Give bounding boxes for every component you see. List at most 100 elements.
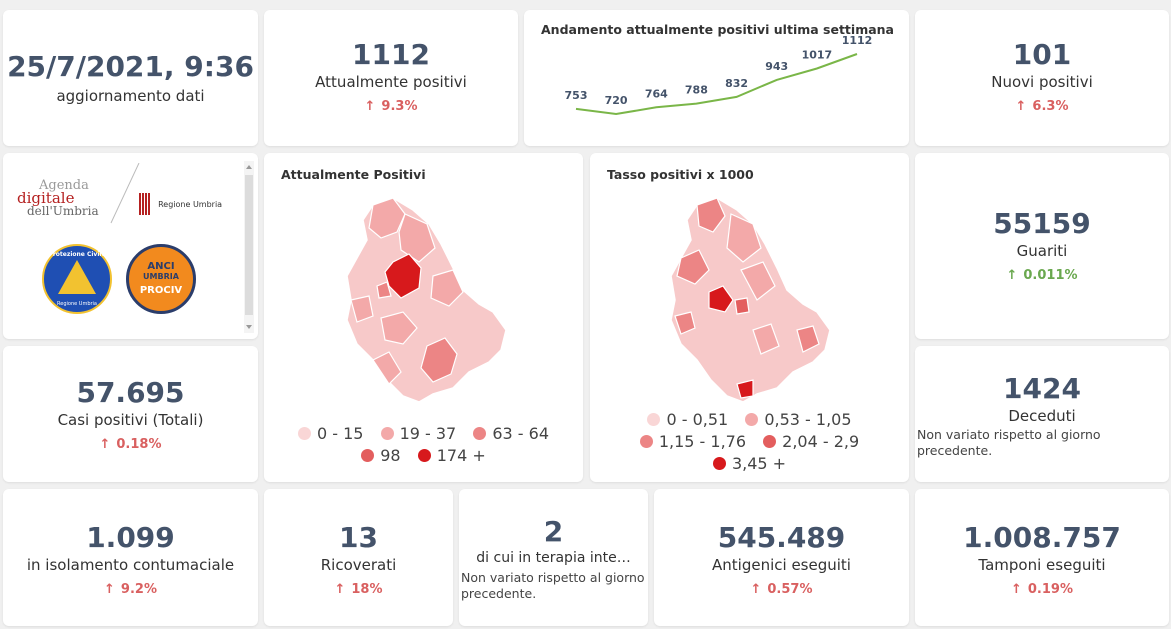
map-legend: 0 - 15 19 - 37 63 - 64 98 174 + <box>264 423 583 467</box>
terapia-intensiva-card: 2 di cui in terapia inte… Non variato ri… <box>459 489 648 626</box>
kpi-trend-value: 0.18% <box>116 437 162 452</box>
kpi-trend: ↑ 0.57% <box>654 582 909 597</box>
isolamento-card: 1.099 in isolamento contumaciale ↑ 9.2% <box>3 489 258 626</box>
kpi-label: Antigenici eseguiti <box>712 556 851 574</box>
map-title: Tasso positivi x 1000 <box>607 167 754 182</box>
week-chart: 753 720 764 788 832 943 1017 1112 <box>565 34 873 116</box>
legend-dot <box>417 449 431 462</box>
legend-item[interactable]: 63 - 64 <box>473 423 549 445</box>
map-attualmente-positivi-card: Attualmente Positivi 0 - 15 19 - 37 63 -… <box>264 153 583 482</box>
week-line <box>575 53 858 116</box>
arrow-up-icon: ↑ <box>750 582 762 597</box>
arrow-up-icon: ↑ <box>99 437 111 452</box>
kpi-trend-value: 0.011% <box>1023 268 1078 283</box>
kpi-value: 57.695 <box>76 376 185 409</box>
kpi-value: 1112 <box>352 38 430 71</box>
kpi-label: Nuovi positivi <box>991 73 1093 91</box>
week-point-label: 1112 <box>842 34 873 47</box>
umbria-map-positivi[interactable] <box>264 189 583 439</box>
kpi-value: 1.008.757 <box>963 521 1121 554</box>
kpi-trend-value: 0.19% <box>1027 582 1073 597</box>
kpi-note: Non variato rispetto al giorno precedent… <box>917 427 1101 458</box>
tamponi-card: 1.008.757 Tamponi eseguiti ↑ 0.19% <box>915 489 1169 626</box>
kpi-trend-value: 9.3% <box>381 99 418 114</box>
kpi-label: di cui in terapia inte… <box>476 550 631 566</box>
map-legend: 0 - 0,51 0,53 - 1,05 1,15 - 1,76 2,04 - … <box>590 409 909 475</box>
deceduti-card: 1424 Deceduti Non variato rispetto al gi… <box>915 346 1169 482</box>
legend-dot <box>473 427 487 440</box>
kpi-label: Guariti <box>1016 242 1068 260</box>
antigenici-card: 545.489 Antigenici eseguiti ↑ 0.57% <box>654 489 909 626</box>
legend-dot <box>712 457 726 470</box>
kpi-trend: ↑ 18% <box>264 582 453 597</box>
scroll-down-icon[interactable] <box>246 325 252 329</box>
legend-item[interactable]: 2,04 - 2,9 <box>763 431 859 453</box>
legend-dot <box>745 413 759 426</box>
legend-item[interactable]: 0,53 - 1,05 <box>745 409 852 431</box>
update-label: aggiornamento dati <box>56 87 205 105</box>
arrow-up-icon: ↑ <box>1015 99 1027 114</box>
legend-dot <box>647 413 661 426</box>
logos-scrollbar[interactable] <box>244 161 254 333</box>
legend-dot <box>380 427 394 440</box>
kpi-label: Tamponi eseguiti <box>978 556 1106 574</box>
map-tasso-positivi-card: Tasso positivi x 1000 0 - 0,51 0,53 - 1,… <box>590 153 909 482</box>
week-chart-title: Andamento attualmente positivi ultima se… <box>541 22 894 37</box>
update-datetime: 25/7/2021, 9:36 <box>7 50 254 83</box>
week-point-label: 753 <box>565 89 588 102</box>
week-point-label: 832 <box>725 77 748 90</box>
guariti-card: 55159 Guariti ↑ 0.011% <box>915 153 1169 339</box>
agenda-digitale-logo: Agenda digitale dell'Umbria <box>17 178 99 218</box>
kpi-note: Non variato rispetto al giorno precedent… <box>461 570 645 601</box>
legend-dot <box>297 427 311 440</box>
kpi-trend: ↑ 0.011% <box>915 268 1169 283</box>
kpi-label: Casi positivi (Totali) <box>57 411 204 429</box>
protezione-triangle-icon <box>58 260 96 294</box>
legend-item[interactable]: 98 <box>361 445 401 467</box>
week-point-labels: 753 720 764 788 832 943 1017 1112 <box>565 34 873 107</box>
date-card: 25/7/2021, 9:36 aggiornamento dati <box>3 10 258 146</box>
kpi-trend-value: 0.57% <box>767 582 813 597</box>
legend-item[interactable]: 3,45 + <box>712 453 786 475</box>
regione-umbria-logo: Regione Umbria <box>139 193 222 215</box>
legend-item[interactable]: 0 - 0,51 <box>647 409 728 431</box>
kpi-trend: ↑ 9.3% <box>264 99 518 114</box>
kpi-label: Deceduti <box>1008 407 1076 425</box>
week-point-label: 720 <box>605 94 628 107</box>
week-chart-card: Andamento attualmente positivi ultima se… <box>524 10 909 146</box>
week-point-label: 1017 <box>802 49 833 62</box>
kpi-trend-value: 18% <box>351 582 383 597</box>
arrow-up-icon: ↑ <box>1010 582 1022 597</box>
legend-item[interactable]: 1,15 - 1,76 <box>639 431 746 453</box>
legend-item[interactable]: 0 - 15 <box>297 423 363 445</box>
kpi-value: 2 <box>543 515 564 548</box>
kpi-value: 545.489 <box>717 521 846 554</box>
scroll-thumb[interactable] <box>245 175 253 315</box>
kpi-value: 1424 <box>1003 372 1081 405</box>
logo-divider <box>110 163 140 224</box>
week-point-label: 764 <box>645 87 668 100</box>
attualmente-positivi-card: 1112 Attualmente positivi ↑ 9.3% <box>264 10 518 146</box>
week-point-label: 788 <box>685 84 708 97</box>
kpi-value: 1.099 <box>86 521 175 554</box>
kpi-trend: ↑ 0.19% <box>915 582 1169 597</box>
map-title: Attualmente Positivi <box>281 167 426 182</box>
casi-totali-card: 57.695 Casi positivi (Totali) ↑ 0.18% <box>3 346 258 482</box>
protezione-civile-logo: Protezione Civile Regione Umbria <box>42 244 112 314</box>
ricoverati-card: 13 Ricoverati ↑ 18% <box>264 489 453 626</box>
kpi-label: Attualmente positivi <box>315 73 467 91</box>
nuovi-positivi-card: 101 Nuovi positivi ↑ 6.3% <box>915 10 1169 146</box>
kpi-trend: ↑ 6.3% <box>915 99 1169 114</box>
scroll-up-icon[interactable] <box>246 165 252 169</box>
logos-card: Agenda digitale dell'Umbria Regione Umbr… <box>3 153 258 339</box>
legend-item[interactable]: 19 - 37 <box>380 423 456 445</box>
legend-dot <box>763 435 777 448</box>
legend-dot <box>639 435 653 448</box>
legend-dot <box>361 449 375 462</box>
umbria-map-tasso[interactable] <box>590 189 909 439</box>
kpi-trend: ↑ 0.18% <box>3 437 258 452</box>
regione-emblem-icon <box>139 193 151 215</box>
kpi-trend: ↑ 9.2% <box>3 582 258 597</box>
legend-item[interactable]: 174 + <box>417 445 486 467</box>
kpi-value: 13 <box>339 521 378 554</box>
